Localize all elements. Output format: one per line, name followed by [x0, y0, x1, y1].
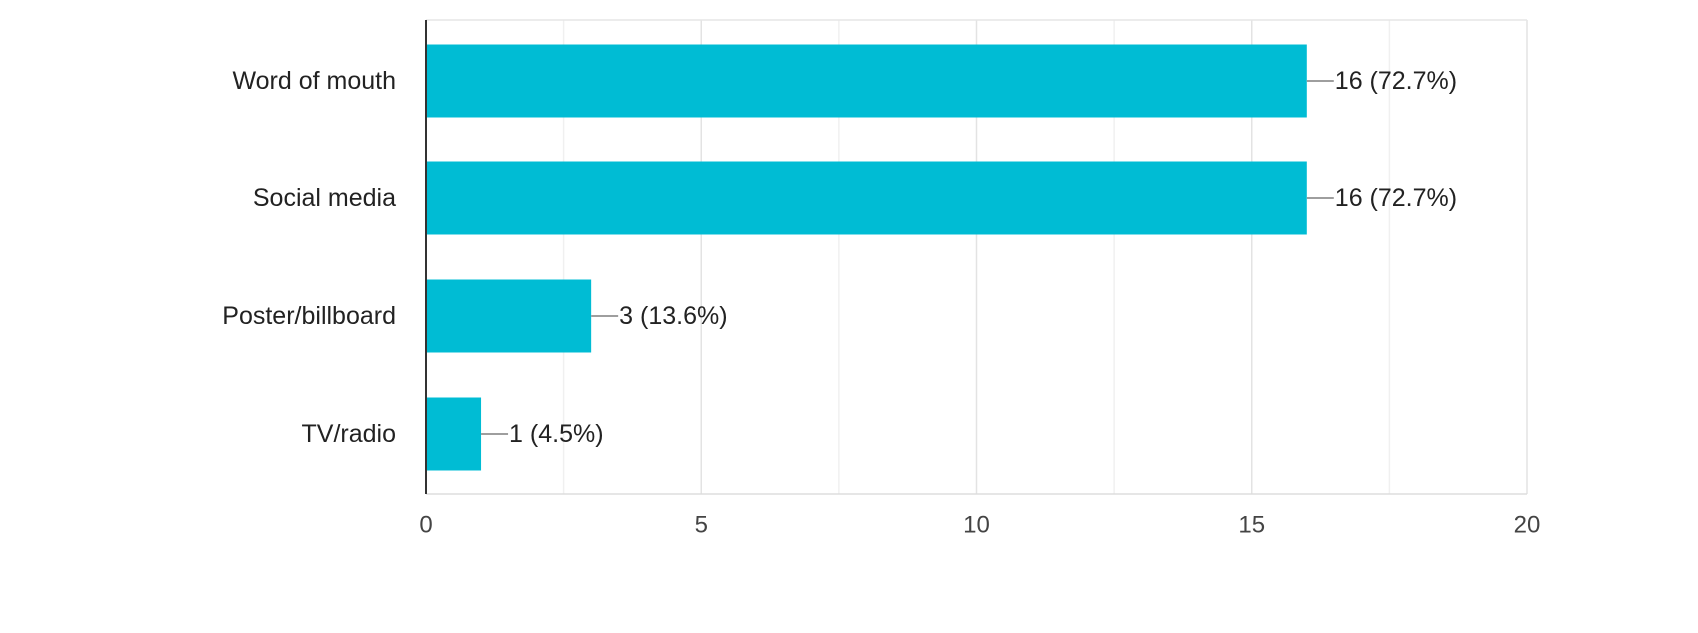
- bar: [426, 44, 1307, 118]
- bars: [426, 44, 1307, 471]
- data-label-leaders: [481, 80, 1334, 435]
- labels: 16 (72.7%) Word of mouth 16 (72.7%) Social …: [222, 67, 1540, 539]
- x-tick-label: 5: [695, 512, 708, 539]
- bar: [426, 279, 592, 353]
- bar: [426, 161, 1307, 235]
- x-tick-label: 15: [1238, 512, 1265, 539]
- data-label: 16 (72.7%): [1335, 184, 1457, 212]
- x-tick-label: 10: [963, 512, 990, 539]
- data-label: 3 (13.6%): [619, 302, 727, 330]
- x-tick-label: 20: [1514, 512, 1541, 539]
- category-label: Social media: [253, 184, 396, 212]
- category-label: TV/radio: [302, 420, 396, 448]
- axes: [425, 19, 1527, 495]
- category-label: Word of mouth: [232, 67, 396, 95]
- bar: [426, 397, 482, 471]
- category-label: Poster/billboard: [222, 302, 396, 330]
- data-label: 1 (4.5%): [509, 420, 603, 448]
- x-tick-label: 0: [419, 512, 432, 539]
- data-label: 16 (72.7%): [1335, 67, 1457, 95]
